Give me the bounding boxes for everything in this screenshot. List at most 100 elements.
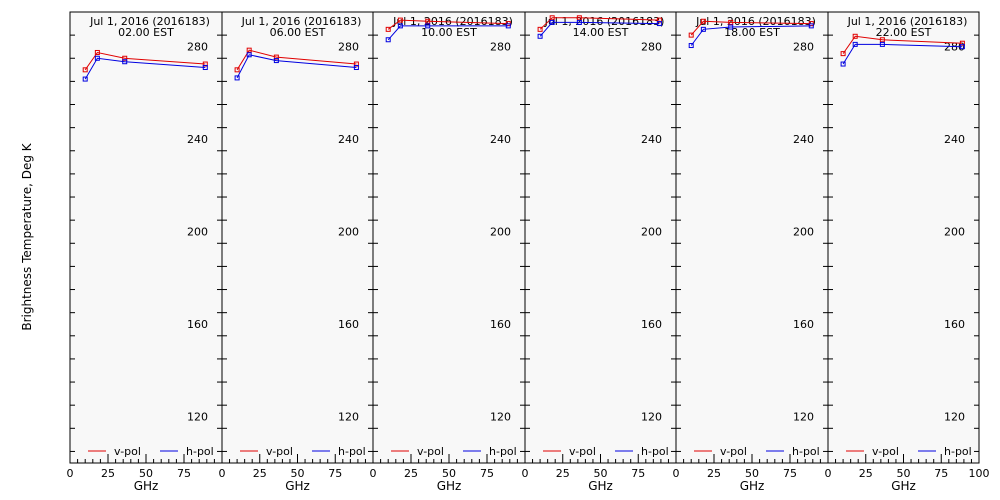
y-tick-label: 160 (641, 318, 662, 331)
panel-time-label: 22.00 EST (876, 26, 932, 39)
x-axis-label: GHz (437, 479, 462, 493)
legend-label-h_pol: h-pol (641, 445, 669, 458)
panel-1: Jul 1, 2016 (2016183)02.00 EST 120 160 200 2… (67, 11, 223, 493)
y-tick-label: 240 (641, 133, 662, 146)
panel-time-label: 06.00 EST (270, 26, 326, 39)
panel-4: Jul 1, 2016 (2016183)14.00 EST1201602002… (522, 11, 677, 493)
panel-title: Jul 1, 2016 (2016183) (241, 15, 362, 28)
y-tick-label: 280 (338, 41, 359, 54)
legend-label-v_pol: v-pol (417, 445, 444, 458)
panel-title: Jul 1, 2016 (2016183) (847, 15, 968, 28)
x-tick-label: 75 (177, 467, 191, 480)
y-tick-label: 160 (338, 318, 359, 331)
data-point-v_pol (959, 40, 965, 46)
series-line-v_pol (690, 20, 812, 36)
y-tick-label: 240 (490, 133, 511, 146)
x-axis-label: GHz (134, 479, 159, 493)
legend-label-h_pol: h-pol (186, 445, 214, 458)
data-point-h_pol (202, 65, 208, 71)
data-point-h_pol (688, 43, 694, 49)
x-axis-label: GHz (285, 479, 310, 493)
data-point-v_pol (840, 51, 846, 57)
y-tick-label: 200 (641, 226, 662, 239)
data-point-v_pol (700, 18, 706, 24)
series-line-v_pol (387, 19, 509, 30)
panel-time-label: 14.00 EST (573, 26, 629, 39)
data-point-v_pol (425, 18, 431, 24)
data-point-v_pol (246, 47, 252, 53)
plot-frame (69, 11, 223, 464)
data-point-h_pol (353, 65, 359, 71)
series-line-v_pol (236, 49, 357, 71)
y-tick-label: 160 (793, 318, 814, 331)
data-point-v_pol (353, 61, 359, 67)
data-point-h_pol (122, 59, 128, 65)
data-point-h_pol (425, 23, 431, 29)
data-point-h_pol (808, 23, 814, 29)
panel-title: Jul 1, 2016 (2016183) (392, 15, 513, 28)
y-tick-label: 240 (944, 133, 965, 146)
x-axis-label: GHz (588, 479, 613, 493)
y-tick-label: 200 (793, 226, 814, 239)
series-line-v_pol (842, 35, 963, 54)
x-tick-label: 0 (673, 467, 680, 480)
y-tick-label: 280 (793, 41, 814, 54)
panel-5: Jul 1, 2016 (2016183)18.00 EST 120 160 200 2… (673, 11, 829, 493)
y-tick-label: 120 (490, 411, 511, 424)
plot-frame (221, 11, 374, 464)
y-tick-label: 160 (490, 318, 511, 331)
x-tick-label: 0 (219, 467, 226, 480)
series-line-h_pol (236, 54, 357, 79)
data-point-h_pol (879, 41, 885, 47)
x-tick-label: 50 (897, 467, 911, 480)
plot-frame (524, 11, 677, 464)
series-line-h_pol (690, 25, 812, 46)
x-tick-label: 25 (707, 467, 721, 480)
plot-frame (827, 11, 980, 464)
y-tick-label: 120 (944, 411, 965, 424)
panel-title: Jul 1, 2016 (2016183) (89, 15, 210, 28)
x-tick-label: 75 (480, 467, 494, 480)
x-tick-label: 50 (594, 467, 608, 480)
x-axis-label: GHz (740, 479, 765, 493)
y-tick-label: 160 (944, 318, 965, 331)
data-point-h_pol (505, 23, 511, 29)
y-tick-label: 120 (641, 411, 662, 424)
legend-label-v_pol: v-pol (720, 445, 747, 458)
y-tick-label: 200 (944, 226, 965, 239)
data-point-v_pol (656, 17, 662, 23)
x-tick-label: 25 (253, 467, 267, 480)
data-point-v_pol (234, 67, 240, 73)
y-tick-label: 240 (187, 133, 208, 146)
x-axis-label: GHz (891, 479, 916, 493)
data-point-v_pol (879, 37, 885, 43)
plot-frame (372, 11, 526, 464)
data-point-v_pol (852, 33, 858, 39)
y-tick-label: 200 (338, 226, 359, 239)
x-tick-label: 75 (631, 467, 645, 480)
y-tick-label: 280 (187, 41, 208, 54)
x-tick-label: 25 (556, 467, 570, 480)
data-point-v_pol (202, 61, 208, 67)
data-point-h_pol (246, 52, 252, 58)
series-line-v_pol (84, 51, 206, 71)
series-line-v_pol (539, 17, 660, 30)
data-point-v_pol (385, 26, 391, 32)
data-point-v_pol (688, 32, 694, 38)
x-tick-label: 50 (745, 467, 759, 480)
y-tick-label: 280 (641, 41, 662, 54)
panel-time-label: 02.00 EST (118, 26, 174, 39)
series-line-h_pol (387, 25, 509, 41)
data-point-h_pol (234, 75, 240, 81)
y-axis-label: Brightness Temperature, Deg K (20, 142, 34, 330)
y-tick-label: 240 (338, 133, 359, 146)
x-tick-label: 0 (370, 467, 377, 480)
y-tick-label: 200 (187, 226, 208, 239)
data-point-v_pol (82, 67, 88, 73)
x-tick-label: 75 (783, 467, 797, 480)
x-tick-label: 25 (859, 467, 873, 480)
y-tick-label: 280 (944, 41, 965, 54)
y-tick-label: 200 (490, 226, 511, 239)
data-point-v_pol (576, 15, 582, 21)
x-tick-label: 0 (825, 467, 832, 480)
